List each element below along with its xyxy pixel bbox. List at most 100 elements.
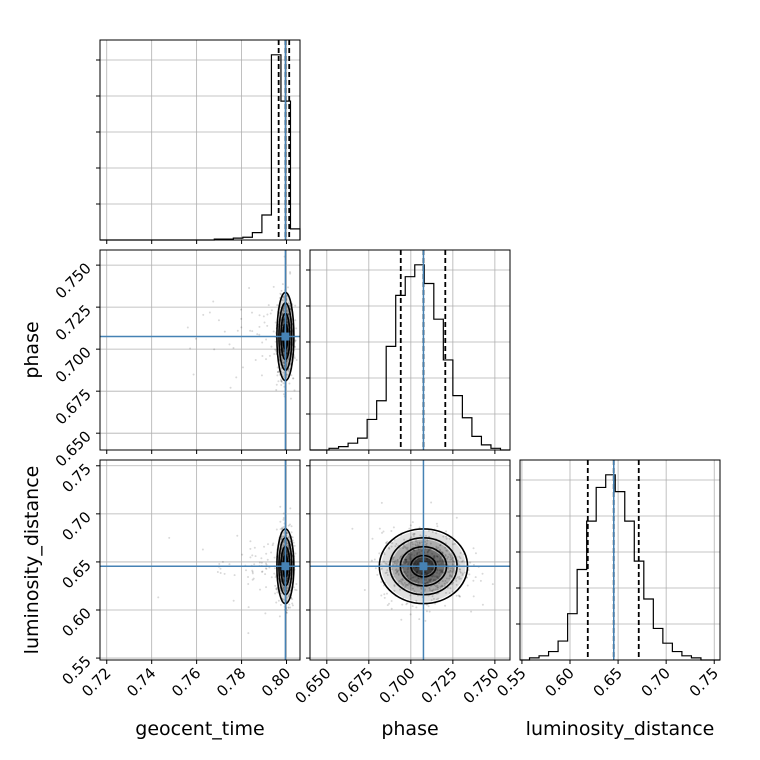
scatter-point [285, 531, 288, 534]
scatter-point [450, 557, 453, 560]
scatter-point [286, 596, 289, 599]
scatter-point [451, 570, 454, 573]
scatter-point [276, 366, 279, 369]
scatter-point [431, 575, 434, 578]
xtick-label-geocent_time-3: 0.78 [213, 664, 249, 700]
scatter-point [406, 584, 409, 587]
scatter-point [232, 347, 235, 350]
scatter-point [403, 558, 406, 561]
scatter-geocent_time-luminosity_distance-background [100, 460, 300, 660]
scatter-point [273, 572, 276, 575]
scatter-point [435, 575, 438, 578]
scatter-point [464, 571, 467, 574]
scatter-phase-luminosity_distance-frame [309, 459, 511, 661]
scatter-point [406, 583, 409, 586]
scatter-point [424, 543, 427, 546]
scatter-point [287, 536, 290, 539]
scatter-point [405, 560, 408, 563]
scatter-point [420, 591, 423, 594]
scatter-point [289, 507, 292, 510]
scatter-point [416, 570, 419, 573]
scatter-point [416, 562, 419, 565]
scatter-point [410, 584, 413, 587]
scatter-point [392, 526, 395, 529]
scatter-point [264, 612, 267, 615]
scatter-point [472, 579, 475, 582]
scatter-point [416, 563, 419, 566]
scatter-point [285, 579, 288, 582]
scatter-panel-geocent_time-luminosity_distance [96, 459, 301, 664]
scatter-point [448, 553, 451, 556]
scatter-point [446, 586, 449, 589]
scatter-point [413, 532, 416, 535]
scatter-point [433, 578, 436, 581]
scatter-point [287, 606, 290, 609]
scatter-point [276, 588, 279, 591]
scatter-point [247, 583, 250, 586]
scatter-point [439, 569, 442, 572]
scatter-point [294, 339, 297, 342]
scatter-point [275, 383, 278, 386]
scatter-point [436, 555, 439, 558]
scatter-point [381, 531, 384, 534]
scatter-point [285, 577, 288, 580]
scatter-point [440, 584, 443, 587]
scatter-point [440, 571, 443, 574]
scatter-point [450, 567, 453, 570]
scatter-point [223, 330, 226, 333]
scatter-point [411, 543, 414, 546]
scatter-point [438, 572, 441, 575]
scatter-point [420, 549, 423, 552]
scatter-point [376, 573, 379, 576]
scatter-point [282, 321, 285, 324]
scatter-point [472, 563, 475, 566]
scatter-point [430, 501, 433, 504]
scatter-point [280, 592, 283, 595]
scatter-point [290, 374, 293, 377]
scatter-point [469, 561, 472, 564]
scatter-point [446, 557, 449, 560]
scatter-point [429, 580, 432, 583]
scatter-point [459, 571, 462, 574]
scatter-point [421, 541, 424, 544]
scatter-point [424, 619, 427, 622]
xtick-label-geocent_time-2: 0.76 [168, 664, 204, 700]
scatter-point [266, 324, 269, 327]
scatter-point [292, 377, 295, 380]
scatter-point [378, 527, 381, 530]
scatter-point [441, 551, 444, 554]
scatter-point [393, 560, 396, 563]
scatter-point [409, 554, 412, 557]
scatter-point [452, 568, 455, 571]
scatter-point [437, 581, 440, 584]
scatter-point [189, 347, 192, 350]
scatter-point [419, 547, 422, 550]
scatter-point [448, 592, 451, 595]
scatter-point [264, 562, 267, 565]
scatter-point [407, 567, 410, 570]
scatter-point [438, 553, 441, 556]
scatter-point [413, 590, 416, 593]
scatter-point [265, 567, 268, 570]
scatter-point [406, 574, 409, 577]
scatter-point [418, 526, 421, 529]
scatter-point [275, 601, 278, 604]
scatter-point [431, 589, 434, 592]
scatter-point [452, 560, 455, 563]
scatter-point [420, 572, 423, 575]
scatter-point [281, 585, 284, 588]
scatter-point [295, 327, 298, 330]
scatter-point [428, 549, 431, 552]
scatter-point [445, 549, 448, 552]
scatter-point [406, 563, 409, 566]
scatter-point [416, 570, 419, 573]
scatter-point [402, 570, 405, 573]
scatter-point [443, 582, 446, 585]
scatter-point [434, 578, 437, 581]
scatter-point [285, 321, 288, 324]
scatter-point [287, 547, 290, 550]
scatter-point [291, 598, 294, 601]
scatter-point [248, 287, 251, 290]
scatter-point [447, 567, 450, 570]
scatter-point [288, 523, 291, 526]
